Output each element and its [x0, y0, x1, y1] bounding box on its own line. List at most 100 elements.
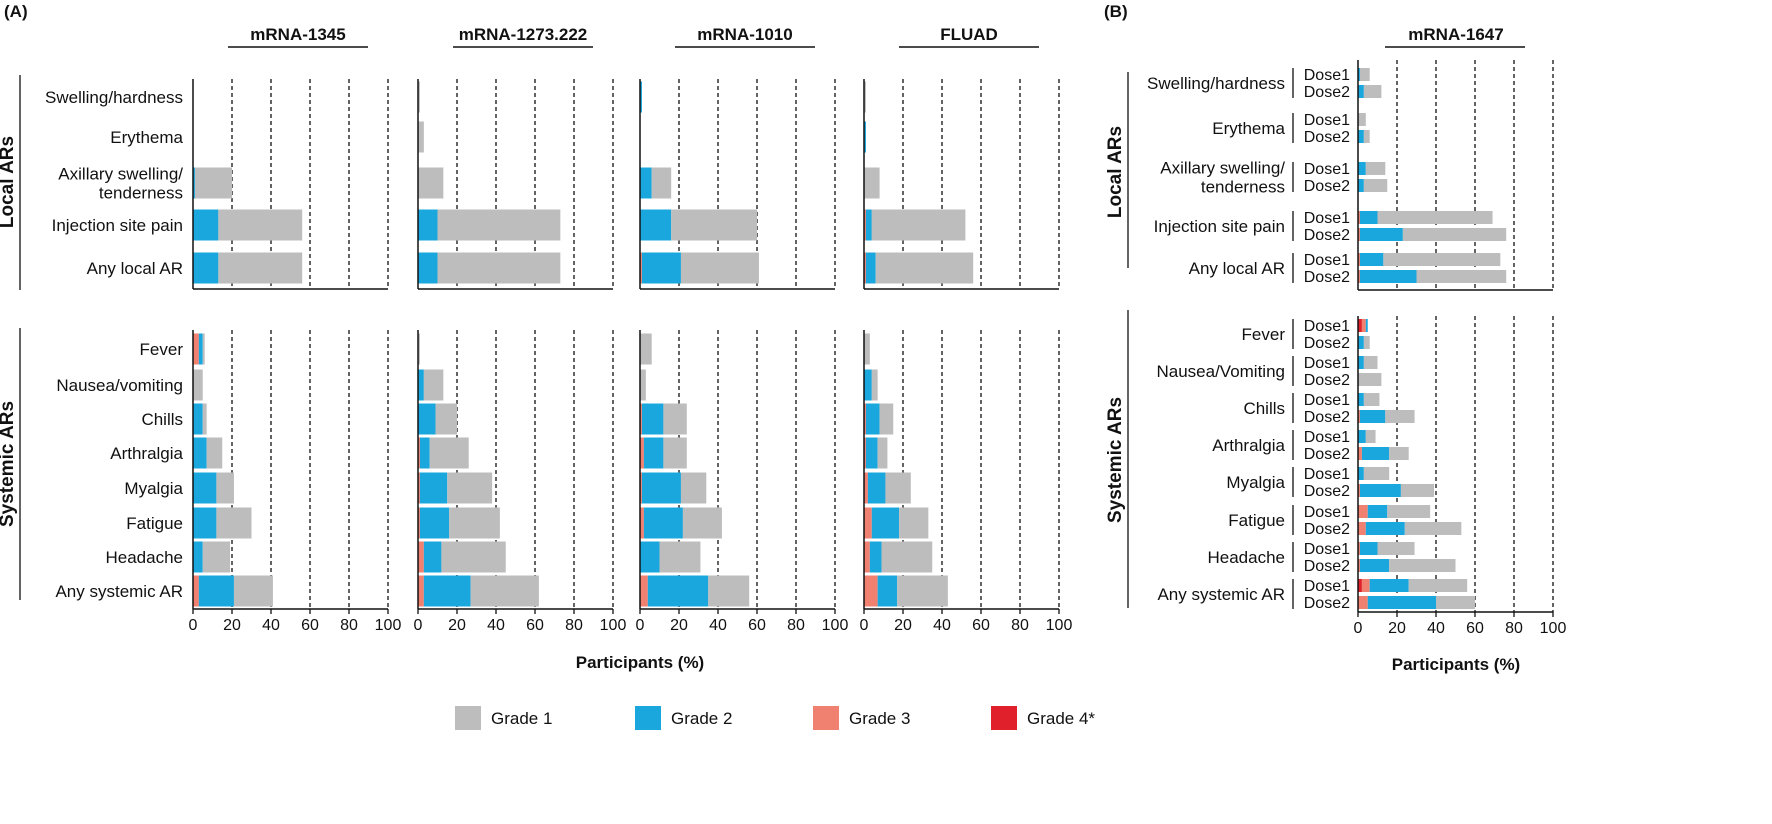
x-tick-label: 100 — [600, 617, 627, 634]
systemic-bar-mrna-1010-2-grade1 — [663, 403, 687, 435]
systemic-bar-mrna-1273-222-0-grade1 — [418, 333, 420, 365]
systemic-bar-fluad-2-grade3 — [864, 403, 866, 435]
systemic-bar-fluad-7-grade1 — [897, 575, 948, 607]
systemic-bar-b-3-dose2-grade2 — [1361, 447, 1390, 460]
category-label-line: Axillary swelling/ — [1160, 158, 1285, 177]
systemic-bar-b-6-dose1-grade3 — [1358, 542, 1360, 555]
category-label-line: Chills — [1243, 399, 1285, 418]
legend-swatch-grade3 — [813, 706, 839, 730]
systemic-bar-mrna-1345-4-grade1 — [216, 472, 234, 504]
x-tick-label: 0 — [636, 617, 645, 634]
category-label: Injection site pain — [52, 216, 183, 235]
local-bar-fluad-3-grade2 — [865, 209, 872, 241]
systemic-bar-mrna-1010-6-grade1 — [659, 541, 701, 573]
local-bar-fluad-3-grade3 — [864, 209, 866, 241]
systemic-bar-b-1-dose2-grade1 — [1358, 373, 1382, 386]
systemic-bar-mrna-1010-5-grade1 — [682, 507, 722, 539]
dose-label: Dose1 — [1304, 112, 1350, 129]
x-tick-label: 60 — [1466, 620, 1484, 637]
local-bar-mrna-1010-3-grade2 — [640, 209, 672, 241]
systemic-bar-b-3-dose1-grade1 — [1365, 430, 1376, 443]
category-label-line: Nausea/vomiting — [56, 376, 183, 395]
systemic-bar-mrna-1345-4-grade2 — [193, 472, 217, 504]
local-bar-b-4-dose2-grade3 — [1358, 270, 1360, 283]
x-tick-label: 80 — [1011, 617, 1029, 634]
category-label-line: Fatigue — [126, 514, 183, 533]
systemic-bar-mrna-1010-5-grade3 — [640, 507, 644, 539]
category-label: Axillary swelling/tenderness — [58, 164, 183, 202]
systemic-bar-fluad-4-grade2 — [867, 472, 886, 504]
category-label-line: Fever — [1242, 325, 1286, 344]
dose-label: Dose1 — [1304, 161, 1350, 178]
x-axis-label-b: Participants (%) — [1392, 655, 1520, 674]
dose-label: Dose2 — [1304, 595, 1350, 612]
x-axis-label: Participants (%) — [576, 653, 704, 672]
x-tick-label: 0 — [1354, 620, 1363, 637]
systemic-bar-b-2-dose2-grade2 — [1359, 410, 1386, 423]
systemic-bar-b-6-dose1-grade1 — [1377, 542, 1415, 555]
systemic-bar-mrna-1345-0-grade3 — [193, 333, 199, 365]
dose-label: Dose2 — [1304, 521, 1350, 538]
systemic-bar-b-5-dose1-grade3 — [1358, 505, 1368, 518]
local-bar-fluad-4-grade1 — [875, 252, 974, 284]
systemic-bar-b-2-dose1-grade2 — [1358, 393, 1364, 406]
section-label-systemic: Systemic ARs — [0, 401, 18, 527]
systemic-bar-b-0-dose1-grade2 — [1365, 319, 1368, 332]
section-label-local-b: Local ARs — [1105, 126, 1126, 218]
systemic-bar-mrna-1345-7-grade1 — [233, 575, 273, 607]
dose-label: Dose1 — [1304, 578, 1350, 595]
systemic-bar-mrna-1273-222-1-grade2 — [418, 369, 424, 401]
local-bar-b-4-dose1-grade2 — [1359, 253, 1384, 266]
panel-title-mrna-1273-222: mRNA-1273.222 — [459, 25, 588, 44]
local-bar-mrna-1345-4-grade2 — [193, 252, 219, 284]
systemic-bar-mrna-1010-2-grade3 — [640, 403, 642, 435]
category-label-line: Headache — [105, 548, 183, 567]
panel-label-b: (B) — [1104, 2, 1128, 21]
x-tick-label: 100 — [375, 617, 402, 634]
local-bar-mrna-1345-3-grade2 — [193, 209, 219, 241]
systemic-bar-mrna-1273-222-6-grade1 — [441, 541, 506, 573]
systemic-bar-mrna-1273-222-5-grade2 — [419, 507, 450, 539]
local-bar-b-2-dose1-grade2 — [1358, 162, 1366, 175]
dose-label: Dose2 — [1304, 129, 1350, 146]
systemic-bar-mrna-1345-2-grade1 — [202, 403, 207, 435]
local-bar-b-1-dose2-grade1 — [1363, 130, 1370, 143]
dose-label: Dose1 — [1304, 210, 1350, 227]
systemic-bar-mrna-1010-5-grade2 — [643, 507, 683, 539]
local-bar-mrna-1273-222-0-grade1 — [418, 81, 420, 113]
category-label: Myalgia — [124, 479, 183, 498]
systemic-bar-b-4-dose2-grade1 — [1400, 484, 1435, 497]
dose-label: Dose2 — [1304, 483, 1350, 500]
x-tick-label: 20 — [223, 617, 241, 634]
category-label-line: Swelling/hardness — [1147, 74, 1285, 93]
category-label: Headache — [1207, 548, 1285, 567]
systemic-bar-mrna-1345-1-grade1 — [193, 369, 203, 401]
dose-label: Dose1 — [1304, 392, 1350, 409]
category-label-line: tenderness — [1201, 177, 1285, 196]
dose-label: Dose1 — [1304, 541, 1350, 558]
category-label: Fatigue — [1228, 511, 1285, 530]
panel-title-fluad: FLUAD — [940, 25, 998, 44]
local-bar-mrna-1345-3-grade1 — [218, 209, 303, 241]
systemic-bar-mrna-1273-222-3-grade1 — [429, 437, 469, 469]
systemic-bar-b-6-dose2-grade2 — [1359, 559, 1390, 572]
systemic-bar-b-7-dose1-grade1 — [1408, 579, 1468, 592]
systemic-bar-mrna-1273-222-6-grade2 — [423, 541, 442, 573]
systemic-bar-mrna-1273-222-3-grade3 — [418, 437, 420, 469]
category-label: Any local AR — [87, 259, 183, 278]
category-label: Fever — [140, 340, 184, 359]
category-label-line: Injection site pain — [1154, 217, 1285, 236]
dose-label: Dose2 — [1304, 227, 1350, 244]
x-tick-label: 20 — [670, 617, 688, 634]
systemic-bar-b-0-dose1-grade3 — [1361, 319, 1366, 332]
legend-swatch-grade4 — [991, 706, 1017, 730]
systemic-bar-b-4-dose2-grade3 — [1358, 484, 1360, 497]
local-bar-fluad-4-grade2 — [865, 252, 876, 284]
x-tick-label: 60 — [748, 617, 766, 634]
local-bar-b-4-dose1-grade1 — [1383, 253, 1501, 266]
category-label-line: Headache — [1207, 548, 1285, 567]
local-bar-mrna-1010-2-grade1 — [651, 167, 672, 199]
systemic-bar-mrna-1010-4-grade2 — [641, 472, 681, 504]
systemic-bar-b-7-dose2-grade2 — [1367, 596, 1436, 609]
local-bar-mrna-1345-4-grade1 — [218, 252, 303, 284]
